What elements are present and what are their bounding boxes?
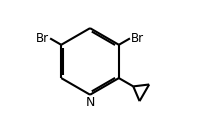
Text: Br: Br	[131, 32, 144, 45]
Text: Br: Br	[36, 32, 50, 45]
Text: N: N	[85, 96, 95, 109]
